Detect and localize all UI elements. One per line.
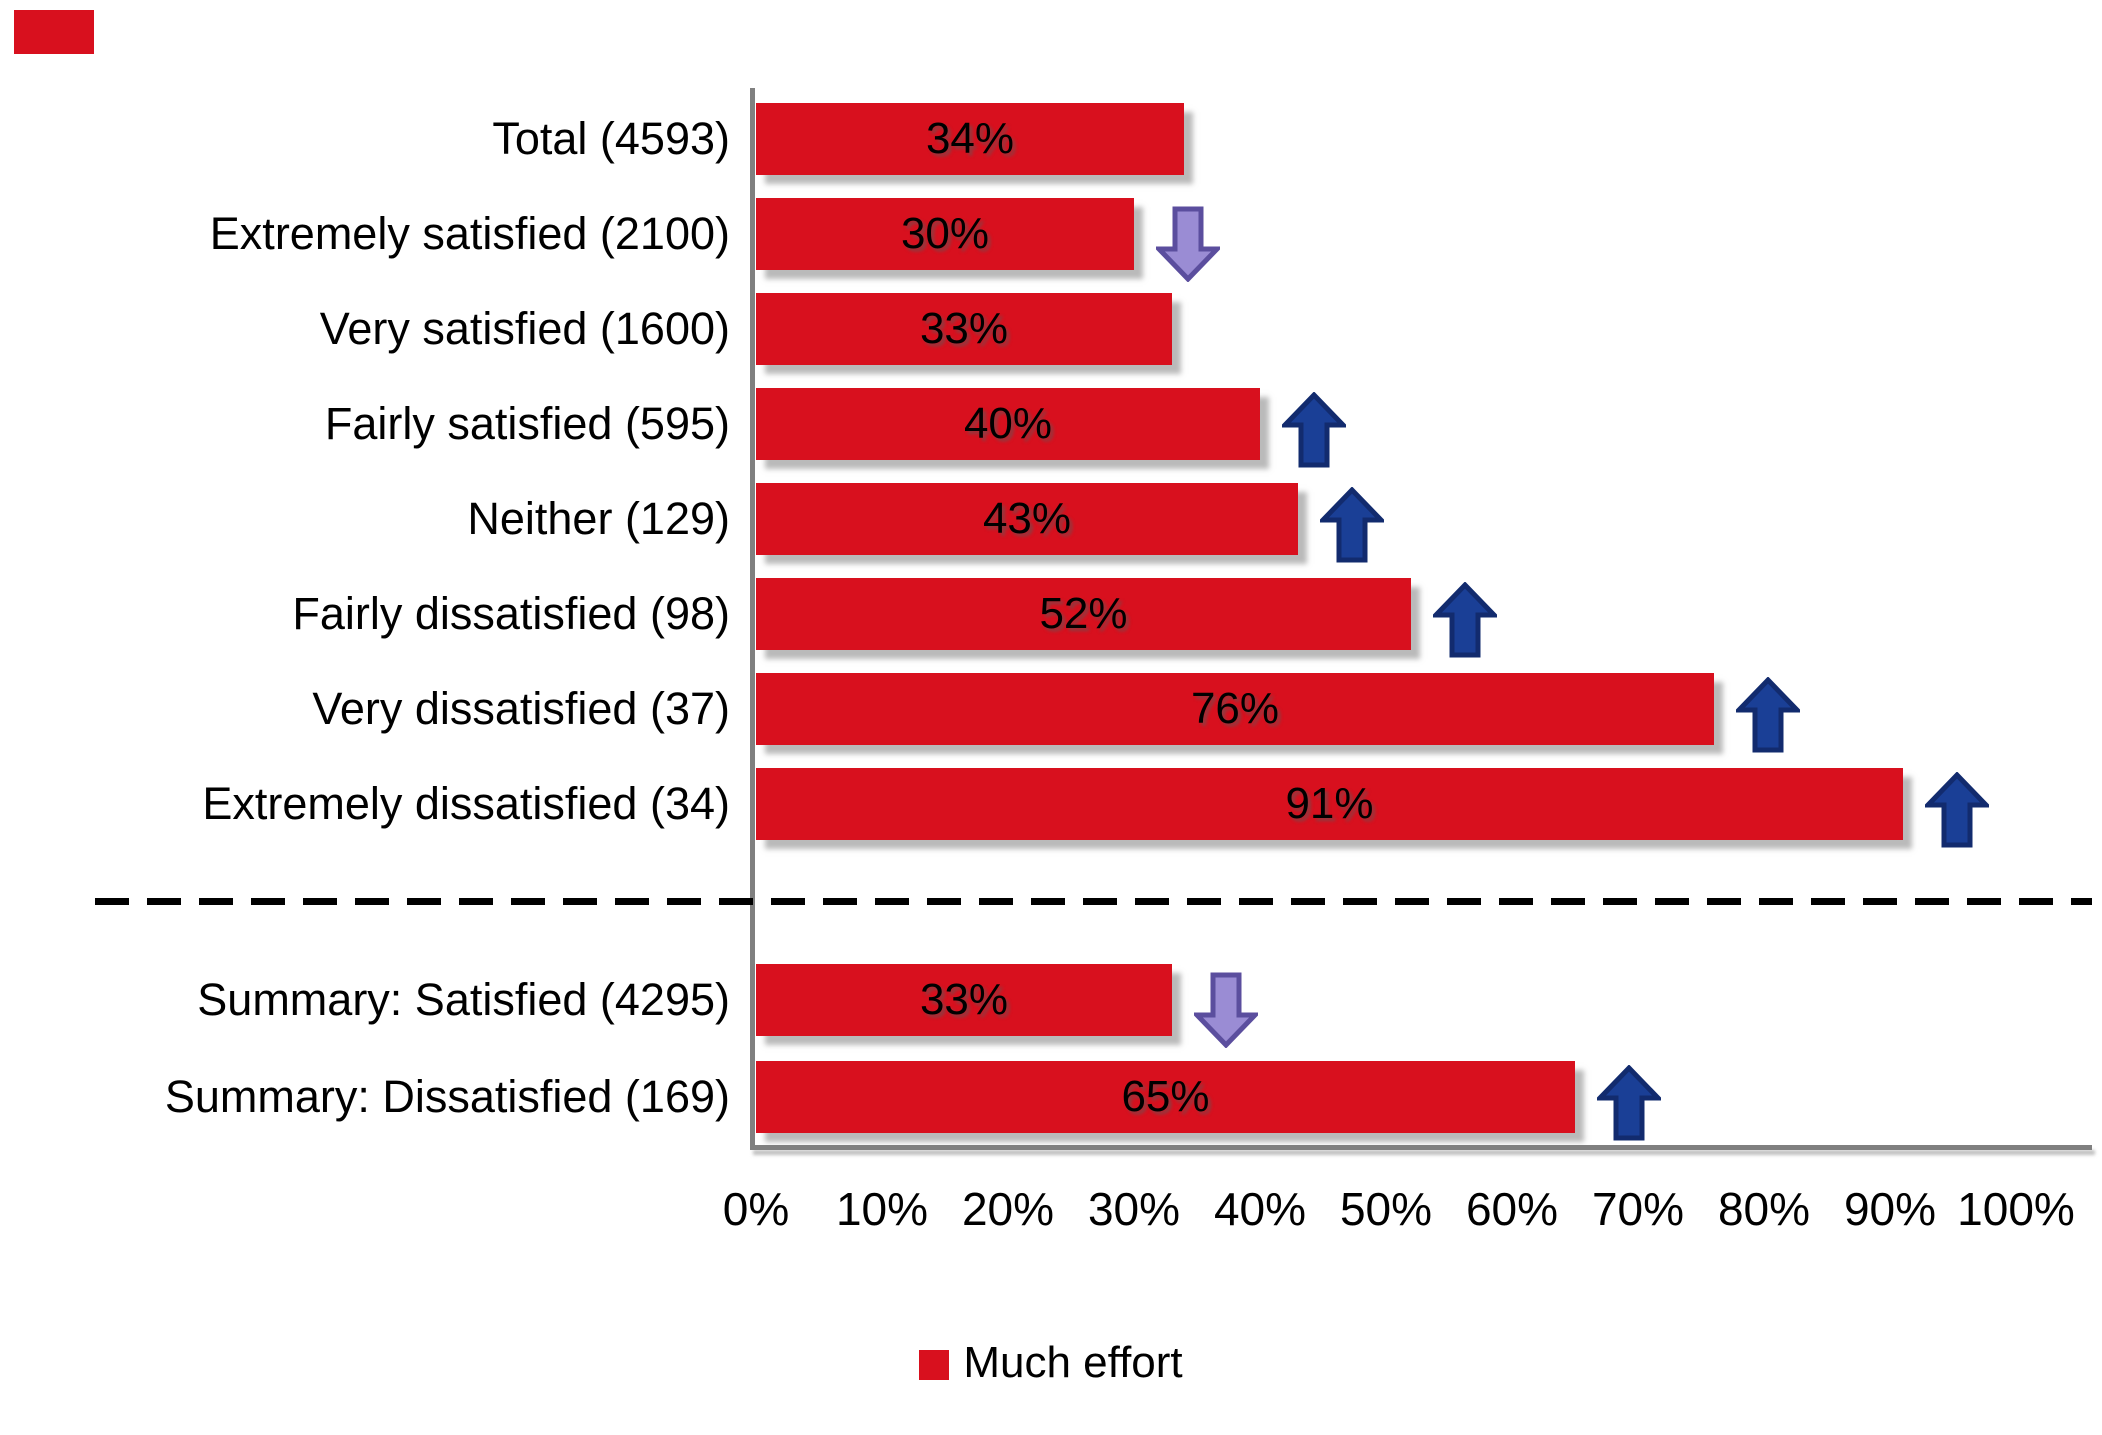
- x-axis-tick-label: 60%: [1465, 1183, 1559, 1235]
- summary-separator-line: [95, 898, 2092, 905]
- x-axis-tick-label: 50%: [1339, 1183, 1433, 1235]
- bar: 43%: [756, 483, 1298, 555]
- bar: 40%: [756, 388, 1260, 460]
- trend-down-arrow-icon: [1153, 206, 1223, 283]
- trend-up-arrow-icon: [1430, 581, 1500, 658]
- category-label: Very dissatisfied (37): [312, 683, 730, 734]
- bar-value-label: 65%: [1121, 1072, 1210, 1121]
- legend: Much effort: [0, 1338, 2102, 1388]
- bar-value-label: 43%: [982, 494, 1072, 543]
- bar: 52%: [756, 578, 1411, 650]
- bar-value-label: 34%: [925, 114, 1015, 163]
- x-axis-line: [750, 1145, 2092, 1150]
- bar-value-label: 52%: [1039, 589, 1128, 638]
- trend-up-arrow-icon: [1317, 486, 1387, 563]
- trend-up-arrow-icon: [1594, 1064, 1664, 1141]
- x-axis-tick-label: 90%: [1843, 1183, 1937, 1235]
- x-axis-tick-label: 0%: [722, 1183, 790, 1235]
- category-label: Summary: Satisfied (4295): [197, 974, 730, 1025]
- bar: 65%: [756, 1061, 1575, 1133]
- bar: 30%: [756, 198, 1134, 270]
- legend-label: Much effort: [963, 1338, 1183, 1387]
- bar: 76%: [756, 673, 1714, 745]
- category-label: Fairly satisfied (595): [324, 398, 730, 449]
- corner-accent-mark: [14, 10, 94, 54]
- x-axis-tick-label: 100%: [1957, 1183, 2075, 1235]
- trend-down-arrow-icon: [1191, 972, 1261, 1049]
- category-label: Summary: Dissatisfied (169): [164, 1071, 730, 1122]
- x-axis-tick-label: 30%: [1087, 1183, 1181, 1235]
- bar-value-label: 76%: [1190, 684, 1280, 733]
- x-axis-tick-label: 10%: [835, 1183, 929, 1235]
- legend-swatch-much-effort: [919, 1350, 950, 1380]
- x-axis-tick-label: 80%: [1717, 1183, 1811, 1235]
- category-label: Fairly dissatisfied (98): [292, 588, 730, 639]
- trend-up-arrow-icon: [1733, 676, 1803, 753]
- bar-value-label: 30%: [900, 209, 990, 258]
- x-axis-tick-label: 20%: [961, 1183, 1055, 1235]
- category-label: Extremely satisfied (2100): [209, 208, 730, 259]
- category-label: Neither (129): [467, 493, 730, 544]
- bar: 34%: [756, 103, 1184, 175]
- bar-value-label: 33%: [919, 304, 1009, 353]
- category-label: Very satisfied (1600): [319, 303, 730, 354]
- bar-value-label: 91%: [1285, 779, 1374, 828]
- bar-value-label: 40%: [963, 399, 1053, 448]
- trend-up-arrow-icon: [1279, 391, 1349, 468]
- y-axis-line: [750, 88, 755, 1148]
- bar-value-label: 33%: [919, 975, 1009, 1024]
- category-label: Extremely dissatisfied (34): [202, 778, 730, 829]
- trend-up-arrow-icon: [1922, 771, 1992, 848]
- category-label: Total (4593): [492, 113, 730, 164]
- bar: 91%: [756, 768, 1903, 840]
- bar: 33%: [756, 293, 1172, 365]
- x-axis-tick-label: 40%: [1213, 1183, 1307, 1235]
- x-axis-tick-label: 70%: [1591, 1183, 1685, 1235]
- bar: 33%: [756, 964, 1172, 1036]
